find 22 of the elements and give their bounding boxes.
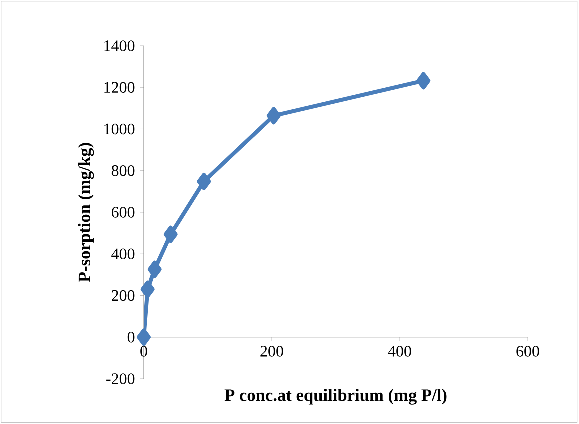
- x-tick-label: 400: [388, 346, 412, 357]
- x-tick-label: 600: [516, 346, 540, 357]
- x-axis-title: P conc.at equilibrium (mg P/l): [224, 389, 447, 405]
- y-tick-label: 200: [112, 290, 135, 302]
- point: [197, 173, 212, 190]
- x-tick-label: 0: [140, 346, 148, 357]
- y-tick-label: 600: [112, 207, 135, 218]
- y-tick-label: 1000: [104, 124, 135, 135]
- point: [164, 226, 178, 244]
- point: [137, 328, 151, 346]
- y-tick-label: 400: [112, 248, 135, 260]
- x-tick-label: 200: [260, 346, 284, 357]
- y-axis-title: P-sorption (mg/kg): [78, 143, 94, 282]
- point: [266, 107, 281, 125]
- y-tick-label: 0: [128, 332, 135, 343]
- y-tick-label: -200: [106, 374, 135, 384]
- point: [148, 260, 162, 278]
- y-tick-label: 800: [112, 165, 135, 176]
- point: [416, 72, 431, 90]
- y-tick-label: 1200: [104, 82, 135, 94]
- y-tick-label: 1400: [104, 40, 135, 52]
- point: [140, 280, 155, 298]
